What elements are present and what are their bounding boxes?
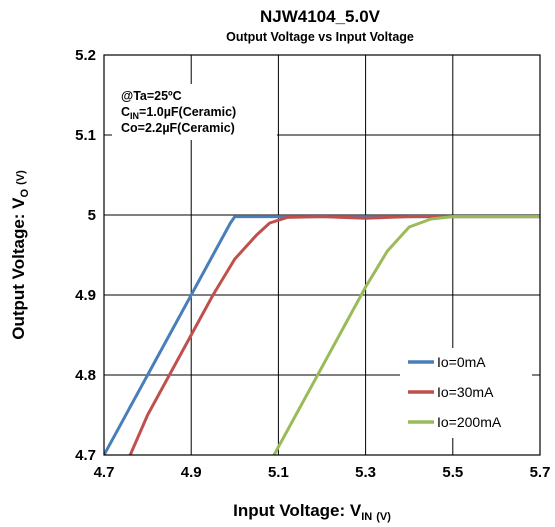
x-tick-label: 5.3: [355, 464, 376, 481]
x-tick-label: 5.7: [530, 464, 551, 481]
conditions-line-3: Co=2.2µF(Ceramic): [121, 121, 235, 135]
y-tick-label: 5.1: [75, 127, 96, 144]
x-tick-label: 5.5: [442, 464, 463, 481]
x-tick-label: 4.7: [94, 464, 115, 481]
conditions-line-2: CIN=1.0µF(Ceramic): [121, 105, 236, 121]
legend-label: Io=200mA: [437, 414, 502, 430]
conditions-line-1: @Ta=25ºC: [121, 89, 182, 103]
y-tick-label: 5.2: [75, 47, 96, 64]
series-line-1: [128, 215, 540, 455]
series-lines: [104, 215, 540, 455]
legend: Io=0mA Io=30mA Io=200mA: [400, 348, 532, 438]
y-tick-label: 4.8: [75, 367, 96, 384]
y-axis-label: Output Voltage: VO(V): [9, 170, 31, 340]
conditions-box: [112, 84, 277, 140]
legend-label: Io=0mA: [437, 354, 486, 370]
x-tick-label: 5.1: [268, 464, 289, 481]
chart-subtitle: Output Voltage vs Input Voltage: [226, 30, 414, 44]
y-tick-label: 5: [88, 207, 96, 224]
tick-labels: 4.7 4.9 5.1 5.3 5.5 5.7 4.7 4.8 4.9 5 5.1 5.2: [75, 47, 550, 481]
x-axis-label: Input Voltage: VIN (V): [233, 501, 391, 523]
chart-title: NJW4104_5.0V: [260, 7, 381, 26]
plot-border: [103, 54, 541, 456]
legend-label: Io=30mA: [437, 384, 494, 400]
y-tick-label: 4.9: [75, 287, 96, 304]
grid-lines: [103, 54, 541, 456]
y-tick-label: 4.7: [75, 447, 96, 464]
x-tick-label: 4.9: [181, 464, 202, 481]
series-line-2: [272, 215, 540, 455]
